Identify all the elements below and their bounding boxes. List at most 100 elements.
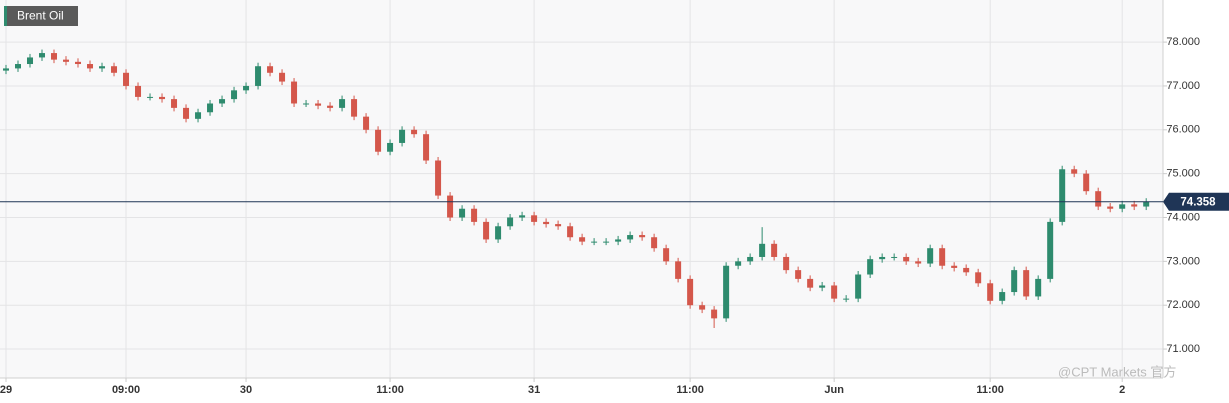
y-tick-label: 74.000 — [1166, 211, 1200, 223]
candle-body — [375, 129, 382, 152]
candle-body — [1119, 204, 1126, 209]
candle-body — [1131, 204, 1138, 207]
candle-body — [459, 208, 466, 218]
candle-body — [27, 57, 34, 65]
x-tick-label: Jun — [824, 384, 844, 396]
candle-body — [927, 248, 934, 264]
candle-body — [699, 305, 706, 310]
candle-body — [63, 59, 70, 62]
candle-body — [579, 237, 586, 242]
candle-body — [183, 107, 190, 119]
candle-body — [1095, 191, 1102, 207]
candle-body — [159, 96, 166, 100]
candle-body — [399, 129, 406, 143]
candle-body — [219, 99, 226, 104]
candle-body — [255, 66, 262, 86]
candle-body — [243, 85, 250, 91]
candle-body — [423, 134, 430, 161]
candle-body — [987, 283, 994, 301]
candle-body — [951, 265, 958, 268]
candle-body — [903, 256, 910, 262]
candle-body — [327, 105, 334, 108]
candle-body — [207, 103, 214, 113]
candle-body — [135, 85, 142, 97]
x-tick-label: 2 — [1119, 384, 1125, 396]
candle-body — [687, 278, 694, 306]
candle-body — [195, 112, 202, 119]
x-tick-label: 31 — [528, 384, 540, 396]
candle-body — [171, 99, 178, 108]
x-tick-label: 11:00 — [976, 384, 1004, 396]
last-price-badge — [1163, 192, 1229, 211]
candle-body — [663, 248, 670, 262]
candle-body — [495, 226, 502, 240]
candle-body — [435, 160, 442, 196]
candle-body — [39, 53, 46, 58]
candle-body — [975, 272, 982, 284]
candle-body — [759, 243, 766, 257]
watermark: @CPT Markets 官方 — [1058, 364, 1176, 379]
candle-body — [87, 64, 94, 69]
candle-body — [3, 68, 10, 71]
x-tick-label: 11:00 — [376, 384, 404, 396]
candle-body — [279, 72, 286, 82]
candle-body — [639, 235, 646, 238]
candle-body — [339, 99, 346, 108]
candle-body — [615, 239, 622, 242]
candle-body — [1035, 278, 1042, 297]
candle-body — [1023, 270, 1030, 297]
candle-body — [651, 237, 658, 249]
y-tick-label: 72.000 — [1166, 299, 1200, 311]
candle-body — [999, 292, 1006, 301]
title-badge — [4, 6, 78, 26]
candle-body — [855, 274, 862, 299]
x-tick-label: 29 — [0, 384, 12, 396]
y-tick-label: 76.000 — [1166, 124, 1200, 136]
candle-body — [795, 270, 802, 279]
candle-body — [1143, 201, 1150, 207]
chart-title: Brent Oil — [17, 9, 64, 23]
candle-body — [75, 61, 82, 65]
candle-body — [483, 221, 490, 240]
candle-body — [1083, 173, 1090, 192]
candle-body — [747, 256, 754, 262]
candle-body — [723, 265, 730, 319]
candle-body — [123, 72, 130, 86]
candle-body — [15, 64, 22, 69]
candle-body — [291, 81, 298, 104]
candle-body — [807, 278, 814, 288]
candle-body — [555, 224, 562, 227]
y-tick-label: 71.000 — [1166, 343, 1200, 355]
candle-body — [411, 129, 418, 135]
candle-body — [819, 285, 826, 288]
title-badge-accent — [4, 6, 7, 26]
candle-body — [831, 285, 838, 299]
candle-body — [1011, 270, 1018, 293]
x-tick-label: 30 — [240, 384, 252, 396]
candle-body — [567, 226, 574, 238]
candle-body — [843, 298, 850, 300]
y-tick-label: 78.000 — [1166, 36, 1200, 48]
candle-body — [51, 53, 58, 60]
plot-background — [0, 0, 1163, 378]
candle-body — [711, 309, 718, 319]
x-tick-label: 09:00 — [112, 384, 140, 396]
candle-body — [915, 261, 922, 264]
candle-body — [963, 267, 970, 273]
x-tick-label: 11:00 — [676, 384, 704, 396]
candle-body — [891, 256, 898, 258]
candle-body — [735, 261, 742, 266]
y-tick-label: 75.000 — [1166, 168, 1200, 180]
candle-body — [531, 215, 538, 222]
candle-body — [591, 241, 598, 243]
candle-body — [1107, 206, 1114, 209]
candle-body — [315, 103, 322, 106]
last-price-label: 74.358 — [1180, 196, 1216, 208]
y-tick-label: 73.000 — [1166, 255, 1200, 267]
candle-body — [771, 243, 778, 257]
candle-body — [231, 90, 238, 100]
candle-body — [303, 103, 310, 105]
candle-body — [363, 116, 370, 130]
candle-body — [603, 241, 610, 243]
